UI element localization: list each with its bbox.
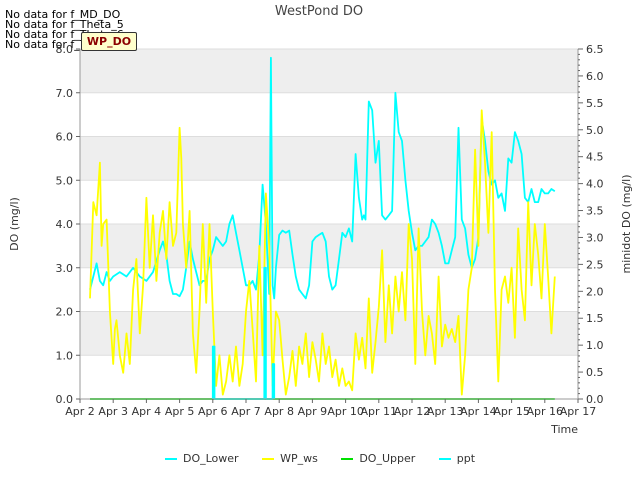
y-tick-label-right: 3.0	[586, 231, 604, 244]
x-tick-label: Apr 15	[493, 405, 530, 418]
x-tick-label: Apr 4	[132, 405, 162, 418]
y-tick-label-left: 3.0	[56, 262, 74, 275]
y-tick-label-right: 0.5	[586, 366, 604, 379]
legend-swatch-do-upper	[341, 458, 354, 460]
wp-do-badge: WP_DO	[81, 32, 137, 51]
no-data-message: No data for f_MD_DO	[5, 8, 121, 21]
axes: Apr 2 Apr 3 Apr 4 Apr 5 Apr 6 Apr 7 Apr 8 Apr 9…	[56, 43, 604, 418]
y-tick-label-left: 1.0	[56, 349, 74, 362]
plot-band	[80, 49, 578, 93]
y-tick-label-left: 5.0	[56, 174, 74, 187]
plot-band	[80, 136, 578, 181]
x-tick-label: Apr 16	[527, 405, 564, 418]
y-tick-label-right: 2.0	[586, 285, 604, 298]
y-tick-label-right: 6.0	[586, 70, 604, 83]
legend-item-do-upper: DO_Upper	[341, 452, 415, 465]
y-tick-label-left: 2.0	[56, 306, 74, 319]
chart-title: WestPond DO	[275, 4, 363, 19]
x-tick-label: Apr 10	[327, 405, 364, 418]
legend-swatch-wp-ws	[262, 458, 275, 460]
x-tick-label: Apr 11	[361, 405, 398, 418]
y-tick-label-left: 8.0	[56, 43, 74, 56]
legend-item-do-lower: DO_Lower	[164, 452, 239, 465]
y-tick-label-left: 0.0	[56, 393, 74, 406]
legend-label: WP_ws	[280, 452, 318, 465]
y-tick-label-left: 4.0	[56, 218, 74, 231]
x-axis-label: Time	[550, 423, 578, 436]
x-tick-label: Apr 6	[198, 405, 228, 418]
y-tick-label-right: 1.5	[586, 312, 604, 325]
x-tick-label: Apr 5	[165, 405, 195, 418]
x-tick-label: Apr 12	[394, 405, 431, 418]
y-tick-label-left: 7.0	[56, 87, 74, 100]
x-tick-label: Apr 9	[298, 405, 328, 418]
y-tick-label-right: 0.0	[586, 393, 604, 406]
y-tick-label-right: 5.5	[586, 97, 604, 110]
y-tick-label-right: 6.5	[586, 43, 604, 56]
y-tick-label-right: 4.5	[586, 151, 604, 164]
x-tick-label: Apr 13	[427, 405, 464, 418]
y-axis-label-right: minidot DO (mg/l)	[620, 175, 633, 274]
x-tick-label: Apr 14	[460, 405, 497, 418]
y-tick-label-right: 5.0	[586, 124, 604, 137]
x-tick-label: Apr 2	[65, 405, 95, 418]
y-tick-label-right: 2.5	[586, 258, 604, 271]
x-tick-label: Apr 3	[98, 405, 128, 418]
series-line-wp-ws	[89, 109, 556, 396]
y-tick-label-right: 1.0	[586, 339, 604, 352]
legend-label: DO_Upper	[359, 452, 416, 465]
y-axis-label-left: DO (mg/l)	[8, 197, 21, 251]
legend-label: DO_Lower	[182, 452, 239, 465]
x-tick-label: Apr 17	[560, 405, 597, 418]
legend-swatch-ppt	[438, 458, 451, 460]
legend: DO_Lower WP_ws DO_Upper ppt	[0, 452, 640, 465]
no-data-message: No data for f_Theta_5	[5, 18, 124, 31]
series-line-ppt	[211, 266, 276, 400]
legend-label: ppt	[456, 452, 476, 465]
y-tick-label-left: 6.0	[56, 131, 74, 144]
legend-item-wp-ws: WP_ws	[262, 452, 318, 465]
legend-swatch-do-lower	[164, 458, 177, 460]
legend-item-ppt: ppt	[438, 452, 476, 465]
x-tick-label: Apr 8	[264, 405, 294, 418]
x-tick-label: Apr 7	[231, 405, 261, 418]
y-tick-label-right: 3.5	[586, 205, 604, 218]
y-tick-label-right: 4.0	[586, 178, 604, 191]
